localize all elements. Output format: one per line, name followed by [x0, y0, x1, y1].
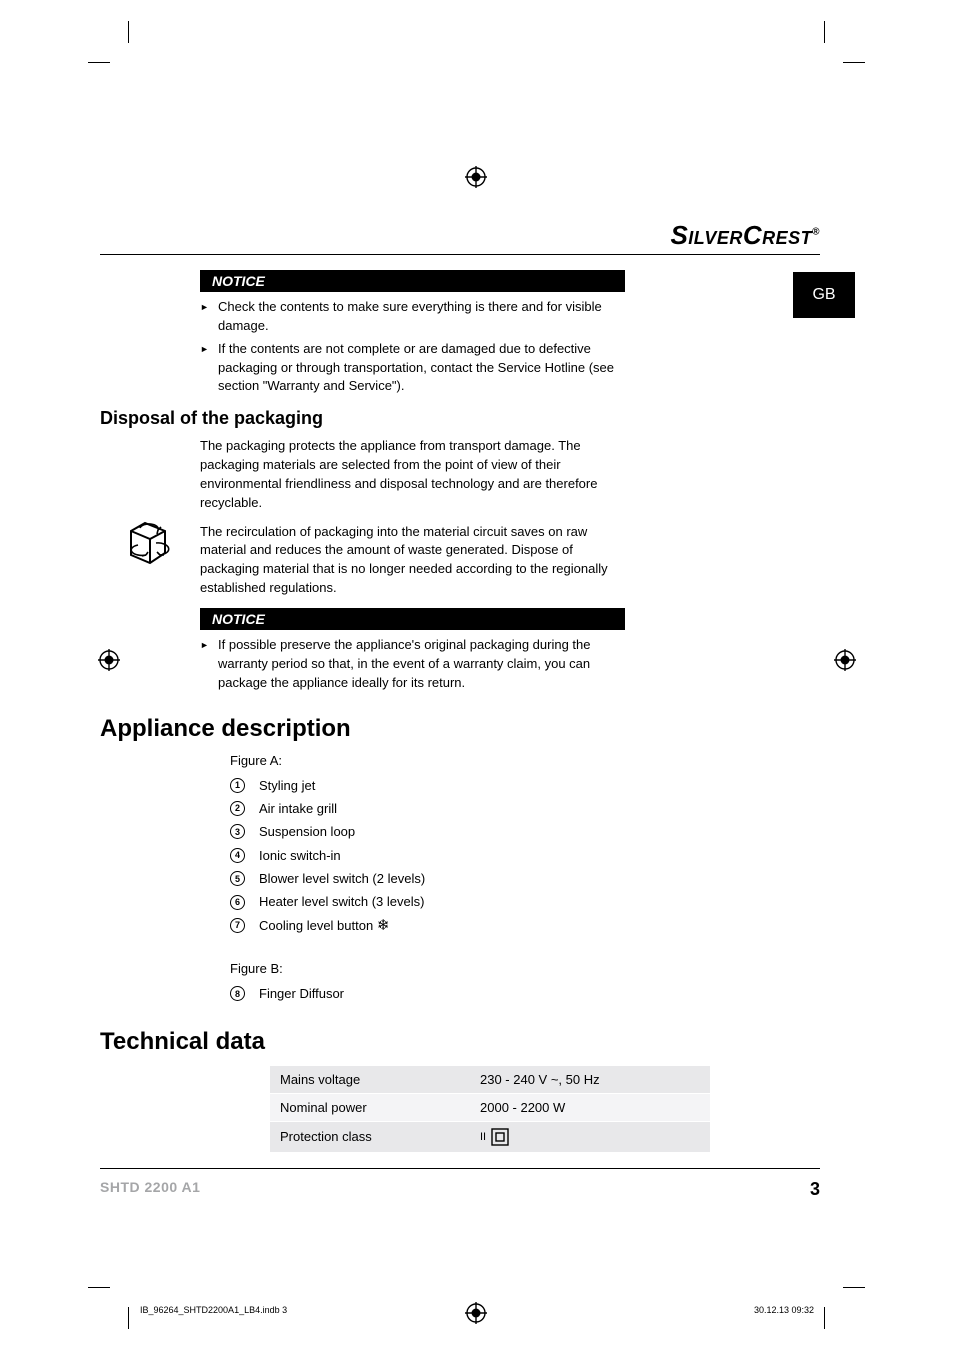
circled-number-icon: 1 — [230, 778, 245, 793]
recycle-icon — [120, 521, 176, 573]
double-square-icon — [491, 1128, 509, 1146]
brand-part1: Silver — [670, 220, 742, 250]
tech-value: II — [470, 1121, 710, 1152]
list-item: 4 Ionic switch-in — [230, 844, 820, 867]
print-job-info: IB_96264_SHTD2200A1_LB4.indb 3 30.12.13 … — [140, 1305, 814, 1315]
page-number: 3 — [810, 1179, 820, 1200]
tech-value: 2000 - 2200 W — [470, 1093, 710, 1121]
list-item: 6 Heater level switch (3 levels) — [230, 890, 820, 913]
list-item-text: Cooling level button — [259, 918, 377, 933]
circled-number-icon: 7 — [230, 918, 245, 933]
list-item: 2 Air intake grill — [230, 797, 820, 820]
tech-key: Protection class — [270, 1121, 470, 1152]
tech-value: 230 - 240 V ~, 50 Hz — [470, 1066, 710, 1094]
notice-bar: NOTICE — [200, 608, 625, 630]
recycle-row: The recirculation of packaging into the … — [200, 523, 820, 598]
header-rule — [100, 254, 820, 255]
page-footer: SHTD 2200 A1 3 — [100, 1168, 820, 1200]
page-frame: SilverCrest® GB NOTICE Check the content… — [100, 140, 840, 1200]
tech-key: Mains voltage — [270, 1066, 470, 1094]
table-row: Mains voltage230 - 240 V ~, 50 Hz — [270, 1066, 710, 1094]
circled-number-icon: 4 — [230, 848, 245, 863]
list-item-text: Heater level switch (3 levels) — [259, 890, 424, 913]
recycle-para: The recirculation of packaging into the … — [200, 523, 620, 598]
notice-item: If the contents are not complete or are … — [218, 340, 620, 397]
list-item-text: Ionic switch-in — [259, 844, 341, 867]
list-item-text: Styling jet — [259, 774, 315, 797]
technical-heading: Technical data — [100, 1028, 820, 1056]
appliance-heading: Appliance description — [100, 715, 820, 743]
figure-b-list: 8 Finger Diffusor — [230, 982, 820, 1005]
circled-number-icon: 5 — [230, 871, 245, 886]
list-item: 3 Suspension loop — [230, 820, 820, 843]
list-item: 1 Styling jet — [230, 774, 820, 797]
table-row: Nominal power2000 - 2200 W — [270, 1093, 710, 1121]
list-item-text: Suspension loop — [259, 820, 355, 843]
disposal-heading: Disposal of the packaging — [100, 408, 820, 429]
tech-key: Nominal power — [270, 1093, 470, 1121]
notice-item: If possible preserve the appliance's ori… — [218, 636, 620, 693]
registered-mark: ® — [812, 226, 820, 237]
disposal-para: The packaging protects the appliance fro… — [200, 437, 620, 512]
circled-number-icon: 3 — [230, 824, 245, 839]
notice-bar: NOTICE — [200, 270, 625, 292]
list-item-text: Finger Diffusor — [259, 982, 344, 1005]
circled-number-icon: 2 — [230, 801, 245, 816]
technical-data-table: Mains voltage230 - 240 V ~, 50 Hz Nomina… — [270, 1066, 710, 1153]
circled-number-icon: 6 — [230, 895, 245, 910]
snowflake-icon: ❄ — [377, 917, 390, 934]
figure-a-list: 1 Styling jet 2 Air intake grill 3 Suspensi… — [230, 774, 820, 938]
notice-list: Check the contents to make sure everythi… — [200, 298, 620, 396]
list-item: 8 Finger Diffusor — [230, 982, 820, 1005]
class2-text: II — [480, 1131, 486, 1143]
content-area: NOTICE Check the contents to make sure e… — [200, 270, 820, 1153]
notice-list: If possible preserve the appliance's ori… — [200, 636, 620, 693]
footer-rule — [100, 1168, 820, 1169]
figure-a-label: Figure A: — [230, 753, 820, 768]
model-code: SHTD 2200 A1 — [100, 1179, 200, 1200]
brand-logo: SilverCrest® — [670, 220, 820, 251]
job-date: 30.12.13 09:32 — [754, 1305, 814, 1315]
notice-item: Check the contents to make sure everythi… — [218, 298, 620, 336]
protection-class-symbol: II — [480, 1128, 509, 1146]
figure-b-label: Figure B: — [230, 961, 820, 976]
list-item-text: Air intake grill — [259, 797, 337, 820]
list-item: 7 Cooling level button ❄ — [230, 914, 820, 937]
list-item-text: Blower level switch (2 levels) — [259, 867, 425, 890]
circled-number-icon: 8 — [230, 986, 245, 1001]
list-item: 5 Blower level switch (2 levels) — [230, 867, 820, 890]
job-file: IB_96264_SHTD2200A1_LB4.indb 3 — [140, 1305, 287, 1315]
table-row: Protection class II — [270, 1121, 710, 1152]
brand-part2: Crest — [743, 220, 812, 250]
